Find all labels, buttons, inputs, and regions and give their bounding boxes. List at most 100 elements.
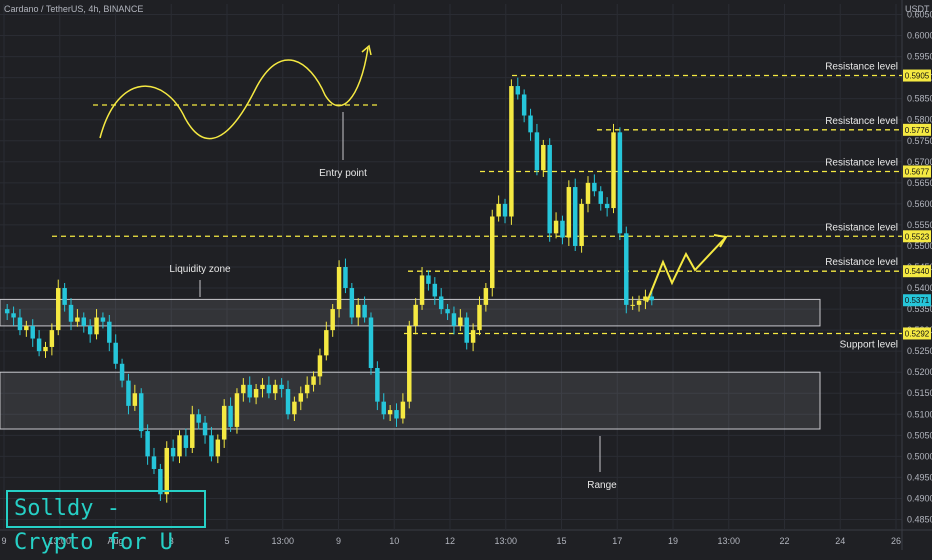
candle-body: [636, 300, 642, 305]
candle-body: [572, 187, 578, 246]
candle-body: [87, 325, 93, 335]
candle-body: [483, 288, 489, 305]
y-tick-label: 0.6000: [907, 31, 932, 41]
candle-body: [170, 447, 176, 457]
x-tick-label: 17: [612, 536, 622, 546]
price-tag-label: 0.5440: [905, 267, 930, 276]
brand-watermark: Solldy - Crypto for U: [6, 490, 206, 555]
candle-body: [470, 330, 476, 343]
annotation-label: Entry point: [319, 168, 367, 179]
y-tick-label: 0.5200: [907, 367, 932, 377]
candle-body: [202, 422, 208, 436]
y-tick-label: 0.5050: [907, 430, 932, 440]
candle-body: [100, 317, 106, 322]
candle-body: [624, 233, 629, 305]
y-tick-label: 0.5750: [907, 136, 932, 146]
candle-body: [11, 313, 16, 318]
candle-body: [566, 187, 572, 238]
candle-body: [394, 410, 399, 419]
candle-body: [375, 367, 380, 402]
y-tick-label: 0.5400: [907, 283, 932, 293]
candle-body: [560, 220, 565, 238]
y-tick-label: 0.5650: [907, 178, 932, 188]
candle-body: [107, 321, 112, 343]
candle-body: [209, 435, 214, 457]
candle-body: [400, 401, 406, 419]
price-tag-label: 0.5677: [905, 167, 930, 176]
price-tag: [903, 294, 931, 307]
candle-body: [528, 115, 533, 133]
y-tick-label: 0.5950: [907, 52, 932, 62]
candle-body: [368, 317, 374, 368]
candle-body: [273, 384, 278, 394]
candle-body: [4, 309, 10, 314]
y-tick-label: 0.5000: [907, 451, 932, 461]
candle-body: [387, 410, 393, 415]
candle-body: [419, 275, 425, 305]
candle-body: [190, 414, 195, 448]
candle-body: [241, 384, 246, 394]
y-tick-label: 0.4950: [907, 472, 932, 482]
candle-body: [643, 296, 648, 301]
candle-body: [432, 283, 438, 297]
candle-body: [311, 376, 316, 385]
x-tick-label: 5: [224, 536, 229, 546]
projection-path: [646, 237, 726, 303]
price-tag-label: 0.5371: [905, 296, 930, 305]
y-tick-label: 0.5100: [907, 409, 932, 419]
candle-body: [266, 384, 272, 394]
x-tick-label: 10: [389, 536, 399, 546]
price-tag: [903, 265, 931, 278]
level-label: Resistance level: [825, 222, 898, 233]
price-tag: [903, 165, 931, 178]
x-tick-label: 3: [169, 536, 174, 546]
price-tag: [903, 69, 931, 82]
y-tick-label: 0.5150: [907, 388, 932, 398]
candle-body: [534, 132, 540, 171]
y-tick-label: 0.5800: [907, 115, 932, 125]
candle-body: [183, 435, 189, 448]
candle-body: [247, 384, 252, 398]
price-tag: [903, 327, 931, 340]
candle-body: [62, 288, 67, 305]
candle-body: [196, 414, 201, 423]
sketch-arrowhead: [361, 44, 372, 56]
candle-body: [132, 393, 138, 406]
level-label: Resistance level: [825, 157, 898, 168]
candle-body: [649, 296, 655, 301]
price-zone: [0, 298, 821, 327]
candle-body: [604, 203, 610, 209]
x-tick-label: 9: [336, 536, 341, 546]
candle-body: [113, 342, 118, 364]
level-label: Resistance level: [825, 62, 898, 73]
y-tick-label: 0.5550: [907, 220, 932, 230]
x-tick-label: 9: [1, 536, 6, 546]
symbol-header: Cardano / TetherUS, 4h, BINANCE: [4, 4, 144, 14]
candle-body: [598, 191, 603, 204]
candle-body: [304, 384, 310, 394]
y-tick-label: 0.5350: [907, 304, 932, 314]
y-tick-label: 0.5600: [907, 199, 932, 209]
candle-body: [81, 317, 87, 326]
candle-body: [221, 405, 227, 440]
candle-body: [502, 203, 508, 217]
candle-body: [407, 325, 412, 402]
candle-body: [119, 363, 125, 381]
candle-body: [541, 144, 546, 171]
candle-body: [445, 309, 450, 314]
candle-body: [617, 132, 623, 234]
candle-body: [17, 317, 23, 331]
y-tick-label: 0.6050: [907, 10, 932, 20]
price-tag-label: 0.5292: [905, 329, 930, 338]
candle-body: [56, 288, 61, 331]
level-label: Resistance level: [825, 116, 898, 127]
y-tick-label: 0.5250: [907, 346, 932, 356]
candle-body: [292, 401, 297, 415]
annotation-label: Range: [587, 480, 617, 491]
candle-body: [630, 304, 635, 306]
candle-body: [43, 346, 48, 352]
price-tag-label: 0.5905: [905, 72, 930, 81]
